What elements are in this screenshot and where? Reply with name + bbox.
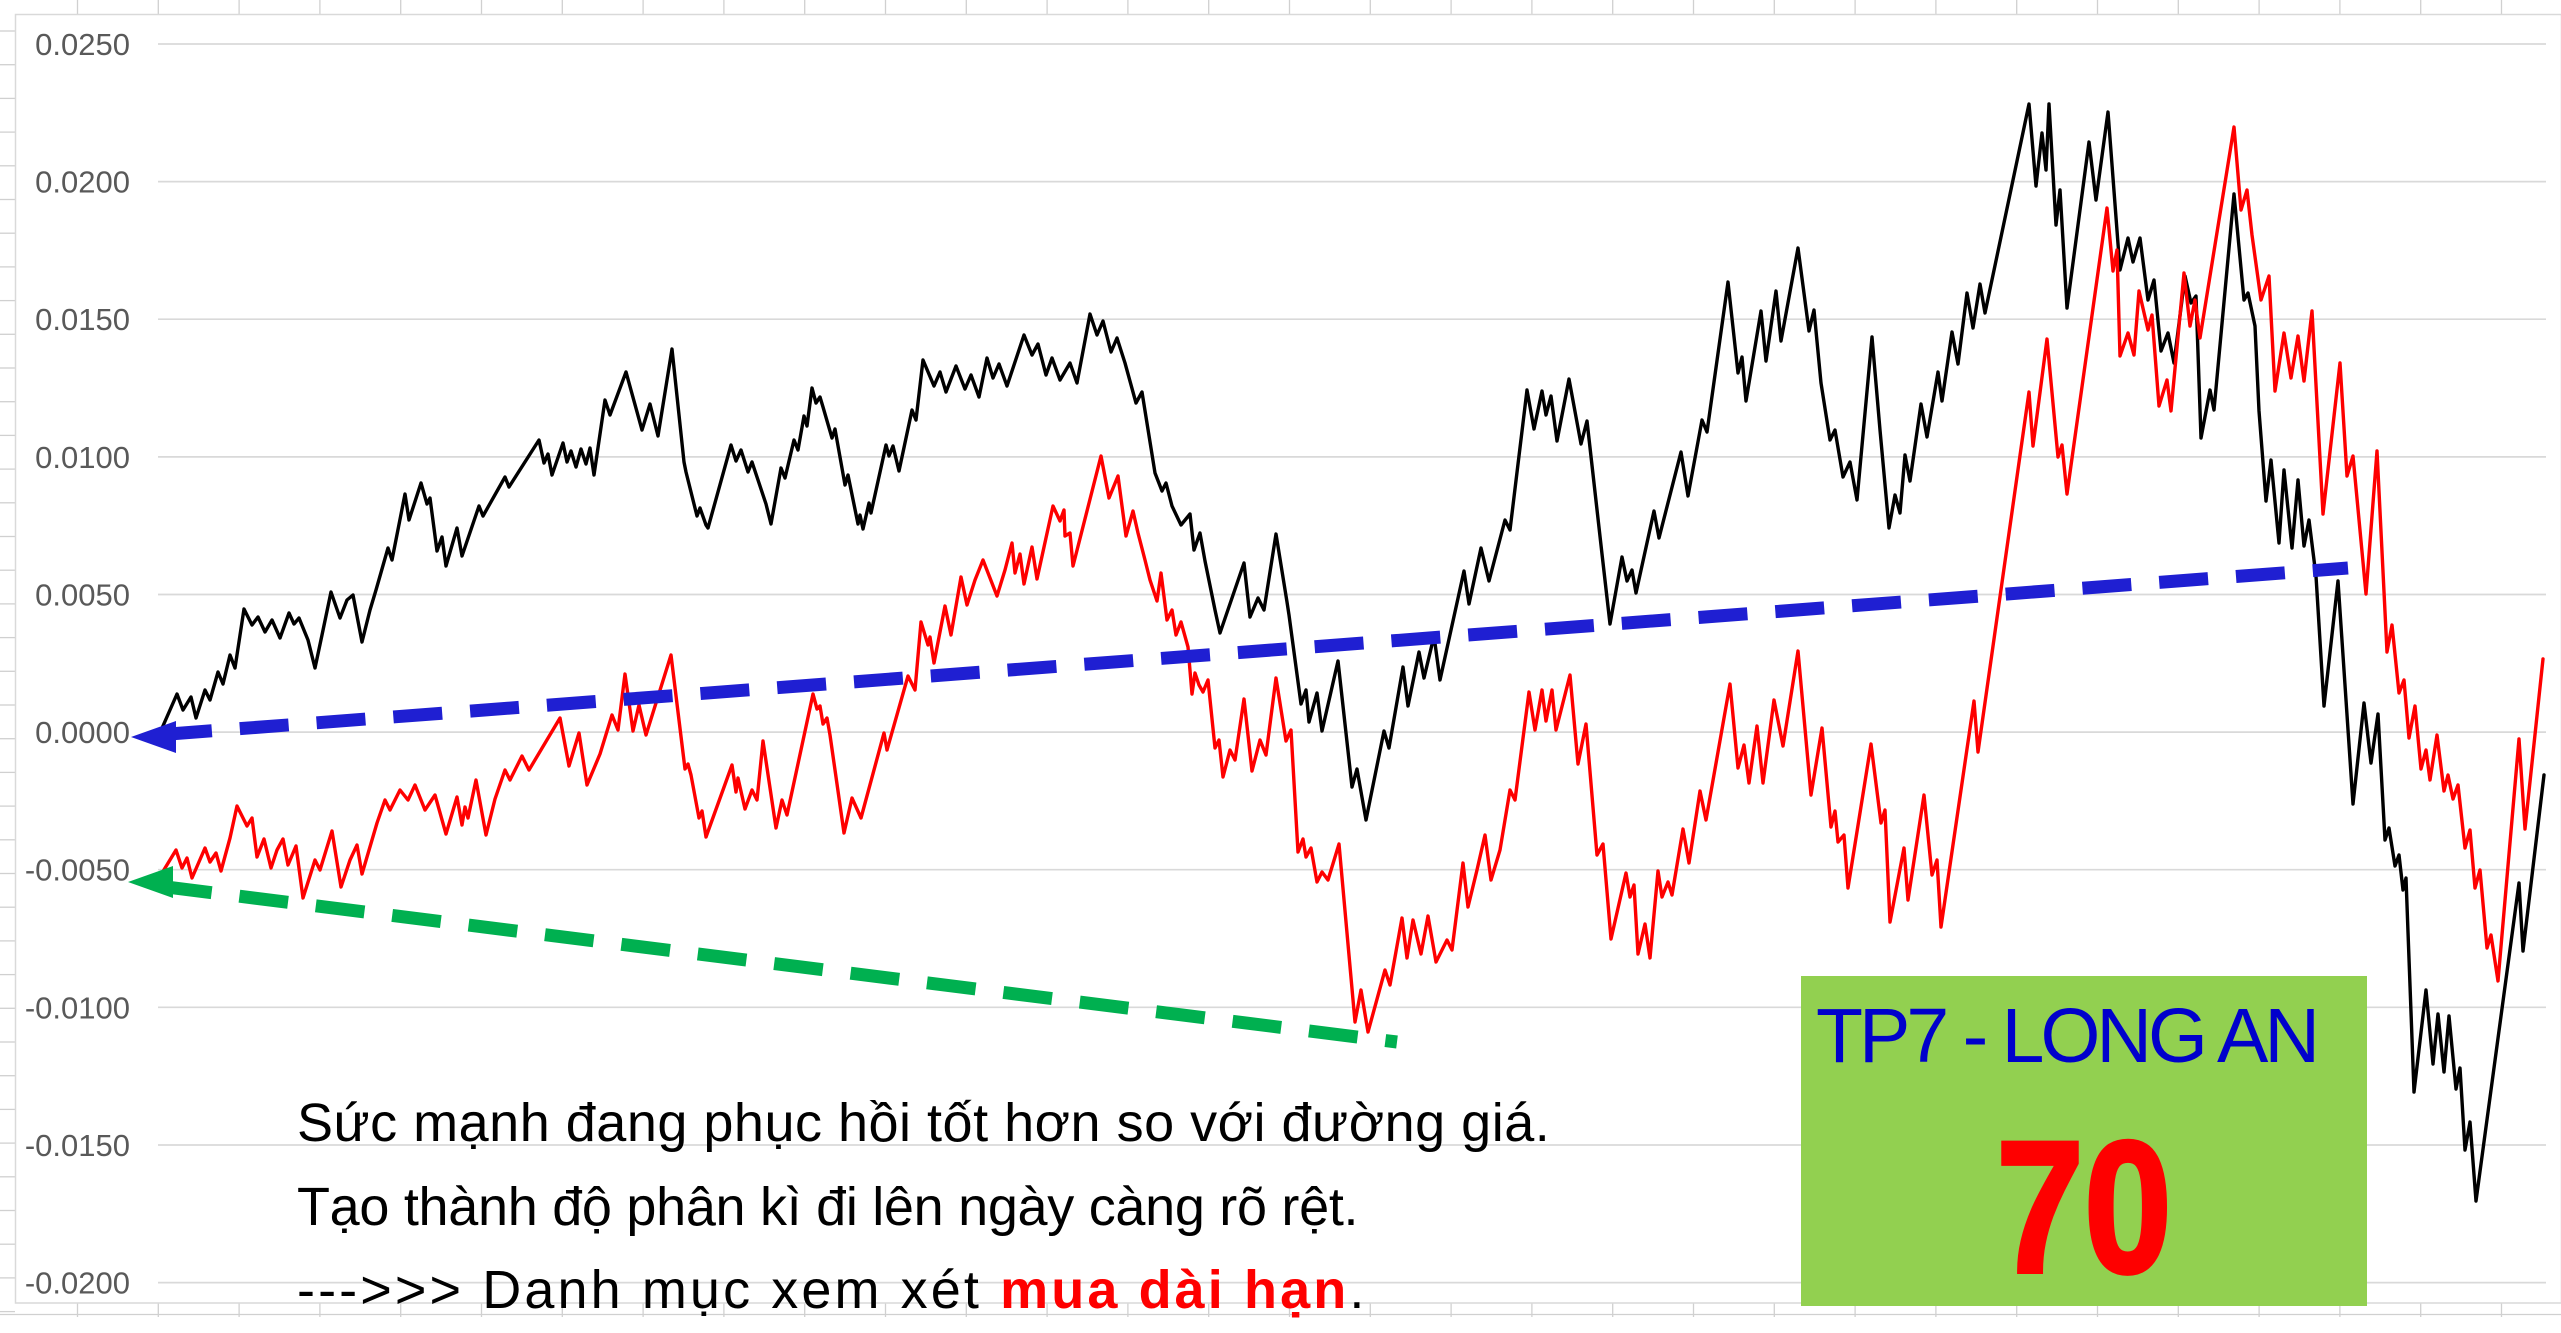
svg-text:-0.0200: -0.0200: [25, 1266, 130, 1301]
svg-text:0.0250: 0.0250: [35, 27, 130, 62]
svg-text:-0.0150: -0.0150: [25, 1128, 130, 1163]
svg-text:0.0100: 0.0100: [35, 440, 130, 475]
svg-text:-0.0100: -0.0100: [25, 990, 130, 1025]
svg-text:0.0200: 0.0200: [35, 165, 130, 200]
svg-text:0.0150: 0.0150: [35, 302, 130, 337]
svg-text:-0.0050: -0.0050: [25, 853, 130, 888]
svg-text:0.0050: 0.0050: [35, 578, 130, 613]
svg-text:0.0000: 0.0000: [35, 715, 130, 750]
